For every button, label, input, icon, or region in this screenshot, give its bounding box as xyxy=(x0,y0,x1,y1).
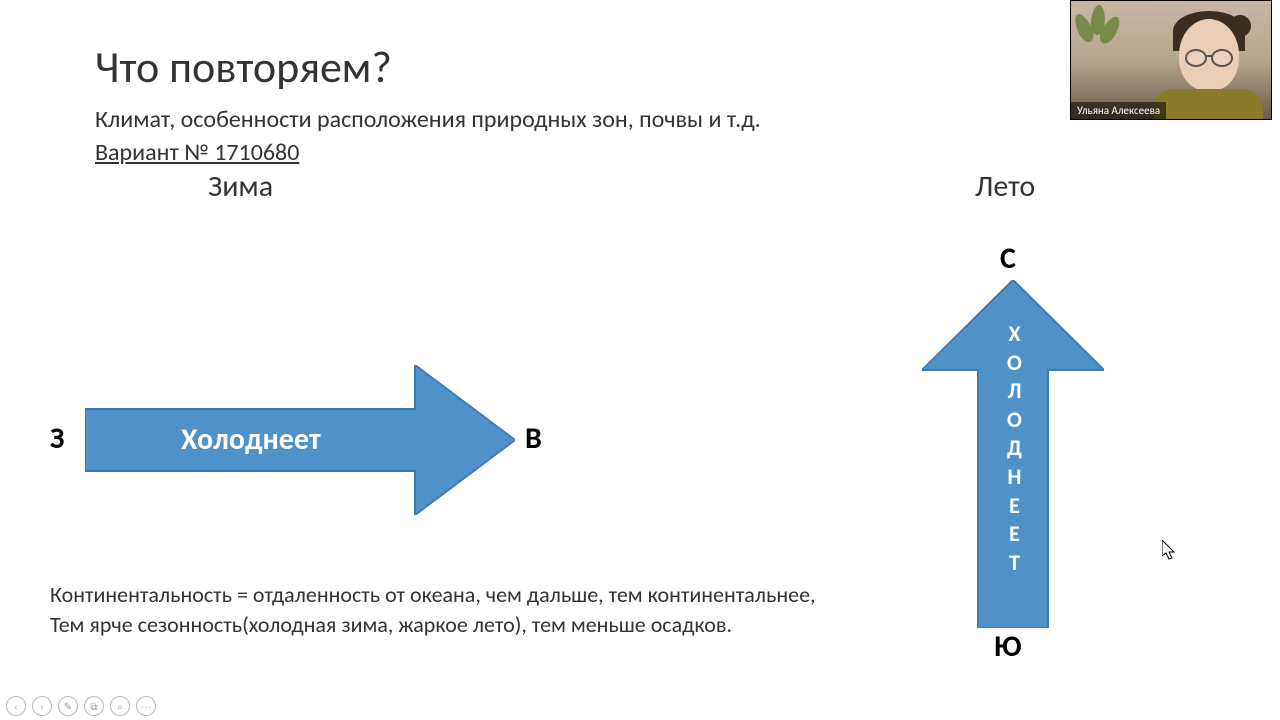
more-button[interactable]: ⋯ xyxy=(136,696,156,716)
slide-subtitle: Климат, особенности расположения природн… xyxy=(95,105,761,134)
body-shape xyxy=(1153,89,1263,119)
north-letter: С xyxy=(1000,240,1016,277)
pen-button[interactable]: ✎ xyxy=(58,696,78,716)
next-slide-button[interactable]: › xyxy=(32,696,52,716)
west-letter: З xyxy=(50,420,64,457)
east-letter: В xyxy=(525,420,542,457)
winter-label: Зима xyxy=(208,168,273,205)
south-letter: Ю xyxy=(994,628,1021,665)
glasses-icon xyxy=(1185,49,1233,65)
plant-icon xyxy=(1077,5,1117,55)
webcam-name: Ульяна Алексеева xyxy=(1071,102,1166,119)
horizontal-arrow-text: Холоднеет xyxy=(181,421,321,458)
variant-number: Вариант № 1710680 xyxy=(95,138,299,167)
copy-button[interactable]: ⧉ xyxy=(84,696,104,716)
webcam-thumbnail[interactable]: Ульяна Алексеева xyxy=(1070,0,1272,120)
slide: Что повторяем? Климат, особенности распо… xyxy=(0,0,1280,720)
zoom-button[interactable]: ⌕ xyxy=(110,696,130,716)
prev-slide-button[interactable]: ‹ xyxy=(6,696,26,716)
bottom-line-2: Тем ярче сезонность(холодная зима, жарко… xyxy=(50,610,816,640)
cursor-icon xyxy=(1162,540,1178,560)
slide-title: Что повторяем? xyxy=(95,40,392,94)
bottom-line-1: Континентальность = отдаленность от океа… xyxy=(50,580,816,610)
bottom-text: Континентальность = отдаленность от океа… xyxy=(50,580,816,639)
summer-label: Лето xyxy=(975,168,1035,205)
presentation-toolbar: ‹ › ✎ ⧉ ⌕ ⋯ xyxy=(6,696,156,716)
vertical-arrow-text: ХОЛОДНЕЕТ xyxy=(970,320,1060,577)
